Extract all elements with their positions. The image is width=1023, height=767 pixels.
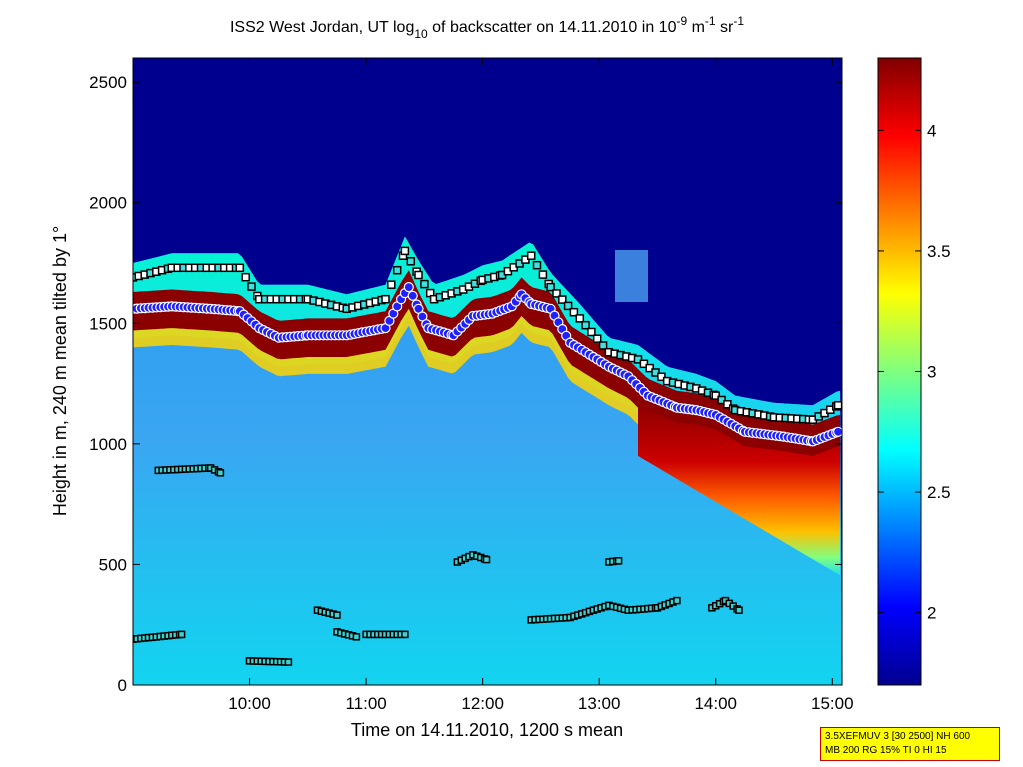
colorbar-tick-label: 3 <box>927 363 936 382</box>
lower-layer-marker <box>735 606 743 614</box>
upper-boundary-marker <box>723 400 732 409</box>
lower-layer-marker <box>482 555 491 564</box>
lower-layer-marker <box>673 596 681 605</box>
cloud-patch <box>615 250 648 302</box>
x-tick-label: 15:00 <box>811 694 854 713</box>
lower-layer-marker <box>614 557 623 565</box>
upper-boundary-marker <box>717 395 726 405</box>
upper-boundary-marker <box>552 289 561 298</box>
x-axis-label: Time on 14.11.2010, 1200 s mean <box>351 720 623 740</box>
lower-layer-marker <box>352 633 361 641</box>
upper-boundary-marker <box>563 301 573 311</box>
upper-boundary-marker <box>247 282 256 291</box>
x-tick-label: 13:00 <box>578 694 621 713</box>
upper-boundary-marker <box>400 246 410 256</box>
plot-area <box>133 58 842 685</box>
upper-boundary-marker <box>598 341 608 350</box>
upper-boundary-marker <box>633 355 643 364</box>
x-tick-label: 11:00 <box>345 694 386 713</box>
y-tick-label: 500 <box>99 555 127 574</box>
upper-boundary-marker <box>711 391 720 400</box>
upper-boundary-marker <box>592 334 602 343</box>
colorbar-tick-label: 2 <box>927 604 936 623</box>
upper-boundary-marker <box>538 270 548 279</box>
colorbar <box>877 57 922 686</box>
y-axis-label: Height in m, 240 m mean tilted by 1° <box>50 226 70 516</box>
upper-boundary-marker <box>235 263 245 273</box>
upper-boundary-marker <box>406 257 416 266</box>
upper-boundary-series <box>133 246 842 424</box>
upper-boundary-marker <box>381 294 390 304</box>
lower-layer-marker <box>177 630 186 639</box>
info-line-1: 3.5XEFMUV 3 [30 2500] NH 600 <box>825 731 971 742</box>
lower-layer-series <box>133 464 743 666</box>
y-axis: 0 500 1000 1500 2000 2500 <box>89 73 842 695</box>
upper-boundary-marker <box>833 401 842 410</box>
upper-boundary-marker <box>639 359 649 369</box>
mixed-layer-marker <box>403 282 414 293</box>
colorbar-tick-label: 3.5 <box>927 242 951 261</box>
mixed-layer-marker <box>407 290 418 301</box>
y-tick-label: 2500 <box>89 73 127 92</box>
upper-boundary-marker <box>546 282 555 292</box>
colorbar-tick-label: 4 <box>927 121 936 140</box>
upper-boundary-marker <box>569 307 579 317</box>
upper-boundary-marker <box>414 270 423 280</box>
upper-boundary-marker <box>651 368 660 377</box>
upper-boundary-marker <box>526 251 536 260</box>
lower-layer-marker <box>401 630 409 639</box>
colorbar-axis: 2 2.5 3 3.5 4 <box>878 121 951 623</box>
x-axis: 10:00 11:00 12:00 13:00 14:00 15:00 <box>228 58 854 713</box>
mixed-layer-series <box>133 282 842 447</box>
layer-marks <box>133 246 842 666</box>
y-tick-label: 1500 <box>89 314 127 333</box>
lower-layer-marker <box>284 658 293 666</box>
upper-boundary-marker <box>587 327 596 337</box>
upper-boundary-marker <box>657 372 666 382</box>
y-tick-label: 1000 <box>89 435 127 454</box>
mixed-layer-high-backscatter <box>133 270 841 464</box>
x-tick-label: 14:00 <box>694 694 737 713</box>
y-tick-label: 2000 <box>89 194 127 213</box>
settings-info-box: 3.5XEFMUV 3 [30 2500] NH 600 MB 200 RG 1… <box>820 727 1000 761</box>
lower-layer-marker <box>216 469 225 477</box>
plot-frame <box>132 57 843 686</box>
upper-boundary-marker <box>575 314 585 323</box>
upper-boundary-marker <box>420 279 429 289</box>
y-tick-label: 0 <box>118 676 127 695</box>
upper-boundary-marker <box>581 320 590 330</box>
upper-boundary-marker <box>645 363 654 373</box>
x-tick-label: 10:00 <box>228 694 271 713</box>
chart-title: ISS2 West Jordan, UT log10 of backscatte… <box>230 14 744 41</box>
upper-boundary-marker <box>532 260 542 270</box>
colorbar-tick-label: 2.5 <box>927 483 951 502</box>
fog-region <box>638 400 841 576</box>
mixed-layer-marker <box>833 426 842 437</box>
lower-layer-marker <box>333 611 341 619</box>
x-tick-label: 12:00 <box>461 694 504 713</box>
upper-boundary-marker <box>392 265 402 275</box>
info-line-2: MB 200 RG 15% TI 0 HI 15 <box>825 745 947 756</box>
upper-boundary-marker <box>387 280 396 289</box>
upper-boundary-marker <box>558 295 567 304</box>
upper-boundary-marker <box>241 272 250 282</box>
